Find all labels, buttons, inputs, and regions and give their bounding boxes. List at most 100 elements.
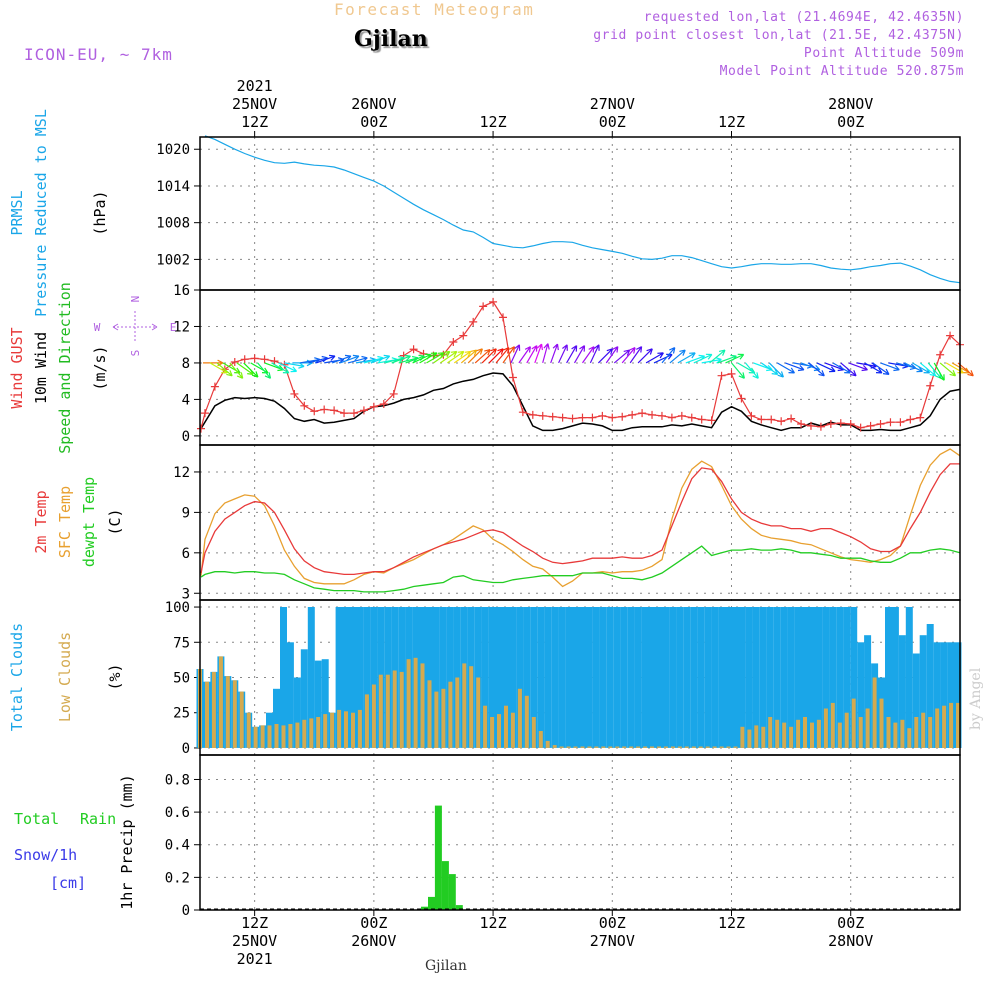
total-cloud-bar: [669, 607, 677, 748]
precip-label-cm: [cm]: [50, 874, 86, 892]
gust-marker: [886, 418, 895, 427]
time-label-top: 12Z: [718, 113, 745, 131]
total-cloud-bar: [780, 607, 788, 748]
wind-direction-arrow: [216, 362, 233, 377]
low-cloud-bar: [636, 746, 641, 748]
wind-direction-arrow: [518, 346, 531, 364]
clouds-unit: (%): [106, 663, 124, 690]
wind-direction-arrow: [203, 359, 224, 367]
gust-marker: [747, 411, 756, 420]
gust-marker: [816, 422, 825, 431]
total-cloud-bar: [432, 607, 440, 748]
total-cloud-bar: [273, 688, 280, 748]
wind-direction-arrow: [872, 362, 890, 375]
gust-marker: [320, 405, 329, 414]
low-cloud-bar: [497, 714, 501, 748]
pressure-tick-label: 1008: [156, 216, 190, 232]
precip-label-total: Total: [14, 810, 59, 828]
total-cloud-bar: [613, 607, 621, 748]
gust-marker: [876, 420, 885, 429]
low-cloud-bar: [796, 719, 801, 748]
low-cloud-bar: [580, 746, 585, 748]
precip-bar: [421, 906, 428, 910]
low-cloud-bar: [211, 671, 216, 748]
total-cloud-bar: [537, 607, 545, 748]
low-cloud-bar: [323, 714, 328, 748]
gust-marker: [409, 345, 418, 354]
low-cloud-bar: [803, 717, 807, 748]
low-cloud-bar: [719, 746, 724, 748]
wind-direction-arrow: [613, 349, 631, 364]
low-cloud-bar: [921, 712, 926, 748]
dewpt-line: [200, 545, 961, 593]
gust-marker: [300, 401, 309, 410]
total-cloud-bar: [314, 660, 322, 748]
clouds-tick-label: 50: [173, 671, 190, 687]
wind-direction-arrow: [637, 348, 653, 364]
pressure-frame: [199, 136, 961, 291]
low-cloud-bar: [510, 712, 515, 748]
low-cloud-bar: [337, 709, 342, 748]
wind-direction-arrow: [808, 362, 825, 377]
wind-direction-arrow: [784, 362, 805, 372]
low-cloud-bar: [823, 708, 828, 748]
wind-direction-arrow: [550, 343, 559, 364]
low-cloud-bar: [928, 717, 933, 748]
gust-marker: [707, 416, 716, 425]
precip-bars: [200, 805, 960, 910]
wind-direction-arrow: [693, 353, 713, 364]
gust-marker: [657, 411, 666, 420]
low-cloud-bar: [935, 708, 940, 748]
gust-marker: [826, 420, 835, 429]
time-label-top: 12Z: [480, 113, 507, 131]
low-cloud-bar: [504, 705, 508, 748]
total-cloud-bar: [321, 659, 329, 748]
low-cloud-bar: [643, 746, 648, 748]
gust-marker: [697, 415, 706, 424]
wind-direction-arrow: [447, 350, 465, 364]
low-cloud-bar: [587, 746, 592, 748]
gust-marker: [717, 371, 726, 380]
wind-direction-arrow: [488, 348, 504, 364]
precip-bar: [441, 861, 449, 910]
total-cloud-bar: [773, 607, 781, 748]
total-cloud-bar: [474, 607, 482, 748]
low-cloud-bar: [615, 746, 620, 748]
total-cloud-bar: [912, 653, 920, 748]
model-label: ICON-EU, ~ 7km: [24, 45, 173, 64]
total-cloud-bar: [933, 642, 941, 748]
low-cloud-bar: [886, 717, 891, 748]
wind-direction-arrow: [677, 352, 696, 364]
total-cloud-bar: [300, 649, 308, 748]
gust-marker: [767, 415, 776, 424]
gust-marker: [737, 394, 746, 403]
gust-marker: [310, 407, 319, 416]
time-label-top: 00Z: [837, 113, 864, 131]
wind-tick-label: 4: [182, 392, 190, 408]
wind-direction-arrow: [880, 362, 900, 372]
low-cloud-bar: [274, 724, 279, 748]
low-cloud-bar: [205, 681, 209, 748]
total-cloud-bar: [898, 635, 906, 748]
gust-marker: [578, 413, 587, 422]
wind-direction-arrow: [840, 362, 857, 377]
gust-marker: [727, 369, 736, 378]
gust-marker: [797, 420, 806, 429]
low-cloud-bar: [733, 746, 738, 748]
total-cloud-bar: [530, 607, 538, 748]
total-cloud-bar: [502, 607, 510, 748]
gust-marker: [866, 421, 875, 430]
low-cloud-bar: [545, 740, 550, 748]
low-cloud-bar: [309, 718, 314, 748]
clouds-label-total: Total Clouds: [8, 623, 26, 731]
clouds-tick-label: 0: [182, 741, 190, 757]
time-label-bottom: 00Z: [599, 914, 626, 932]
gust-marker: [836, 419, 845, 428]
wind-direction-arrow: [816, 362, 836, 373]
total-cloud-bar: [572, 607, 579, 748]
wind-direction-arrow: [558, 344, 568, 364]
precip-bar: [448, 874, 456, 910]
wind-direction-arrow: [433, 350, 451, 364]
low-cloud-bar: [232, 680, 237, 748]
gust-marker: [240, 355, 249, 364]
